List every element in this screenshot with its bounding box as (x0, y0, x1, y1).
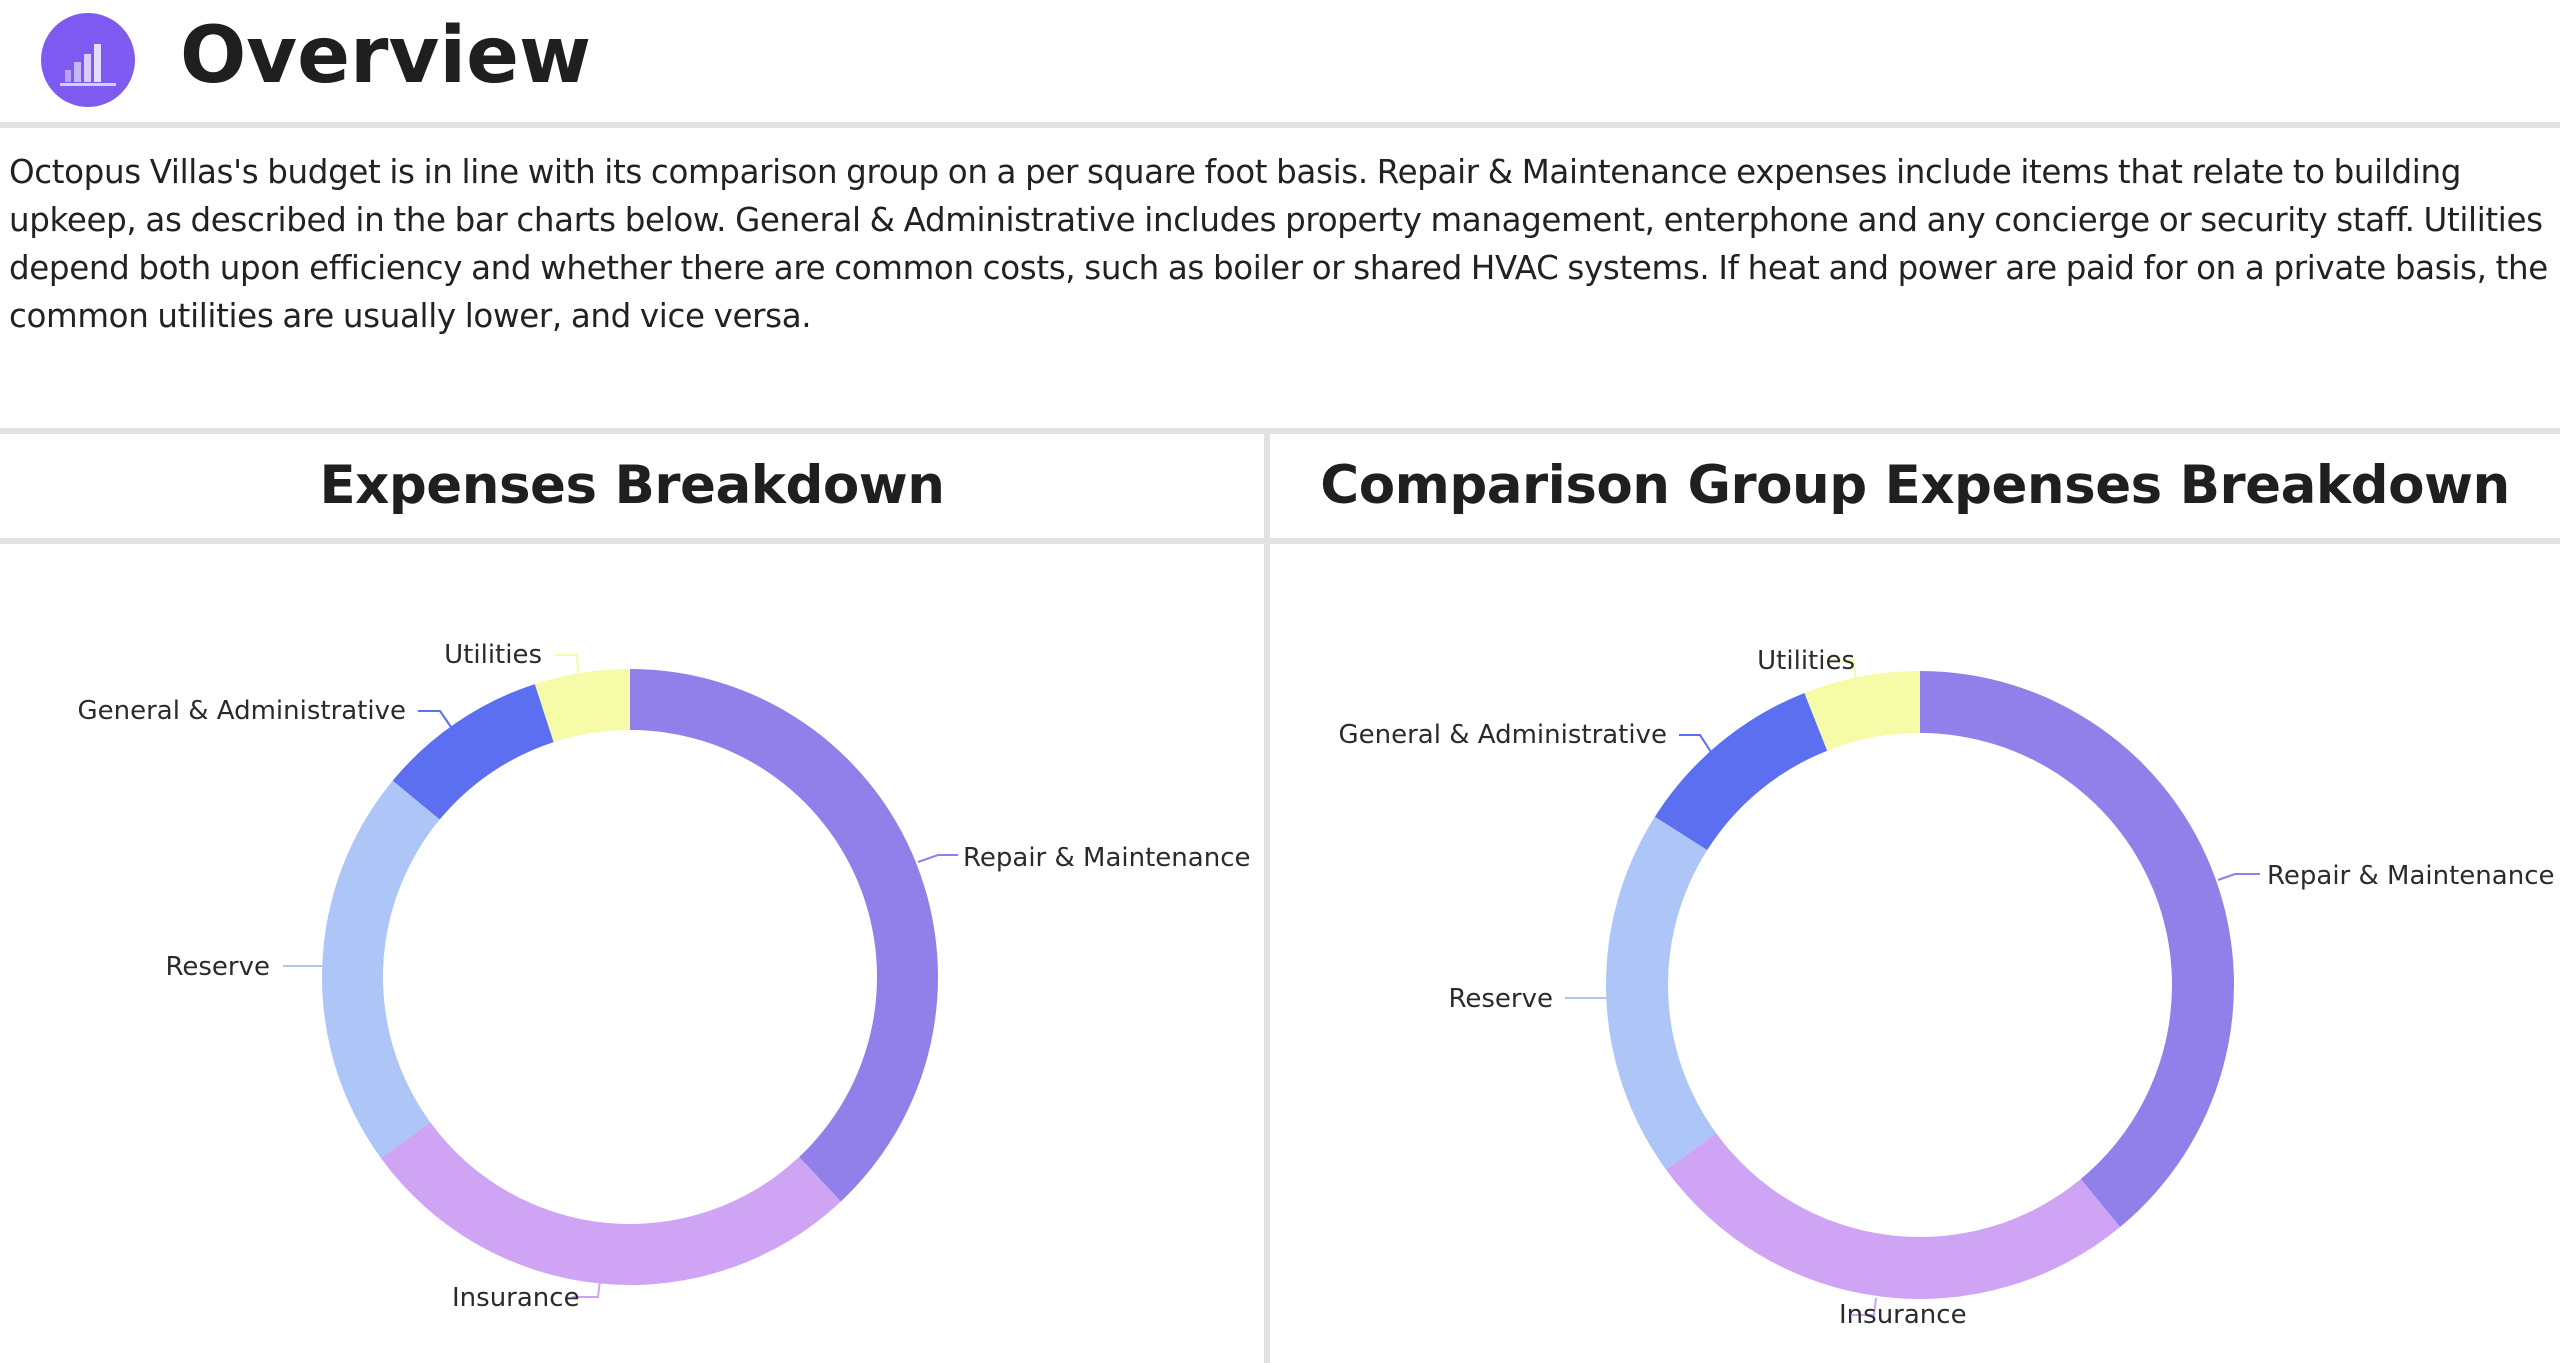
page-header: Overview (0, 0, 2560, 122)
label-general-administrative: General & Administrative (77, 696, 406, 726)
section-divider-top (0, 428, 2560, 434)
panel-title-expenses-breakdown: Expenses Breakdown (319, 455, 945, 516)
leader-line-repair-maintenance (917, 854, 958, 863)
slice-reserve[interactable] (1605, 816, 1717, 1170)
label-repair-maintenance: Repair & Maintenance (963, 843, 1251, 873)
bar-chart-icon (41, 13, 135, 107)
label-insurance: Insurance (1839, 1300, 1967, 1330)
overview-description: Octopus Villas's budget is in line with … (9, 153, 2548, 335)
slice-insurance[interactable] (1665, 1133, 2121, 1300)
slice-utilities[interactable] (534, 669, 630, 743)
slice-insurance[interactable] (380, 1122, 841, 1285)
label-reserve: Reserve (165, 952, 270, 982)
label-general-administrative: General & Administrative (1338, 720, 1667, 750)
label-repair-maintenance: Repair & Maintenance (2267, 861, 2555, 891)
slice-repair-maintenance[interactable] (1920, 671, 2235, 1227)
leader-line-insurance (572, 1279, 601, 1298)
leader-line-utilities (1830, 659, 1857, 684)
charts-area: Repair & Maintenance Insurance Reserve Gene… (77, 640, 2554, 1330)
donut-chart-expenses: Repair & Maintenance Insurance Reserve Gene… (77, 640, 1250, 1313)
label-reserve: Reserve (1448, 984, 1553, 1014)
leader-line-general-administrative (418, 710, 452, 728)
leader-line-utilities (555, 654, 579, 674)
page-title: Overview (180, 11, 592, 101)
leader-line-insurance (1852, 1297, 1877, 1316)
donut-chart-comparison: Repair & Maintenance Insurance Reserve Gene… (1338, 646, 2554, 1330)
header-divider (0, 122, 2560, 128)
slice-repair-maintenance[interactable] (630, 669, 938, 1202)
label-utilities: Utilities (444, 640, 542, 670)
leader-line-repair-maintenance (2217, 873, 2260, 881)
slice-general-administrative[interactable] (1654, 693, 1828, 850)
panel-divider (1264, 434, 1270, 1363)
slice-general-administrative[interactable] (392, 684, 554, 820)
slice-utilities[interactable] (1804, 671, 1920, 751)
slice-reserve[interactable] (322, 780, 440, 1159)
label-utilities: Utilities (1757, 646, 1855, 676)
section-divider-bottom (0, 538, 2560, 544)
label-insurance: Insurance (452, 1283, 580, 1313)
leader-line-general-administrative (1679, 734, 1712, 753)
panel-title-comparison-breakdown: Comparison Group Expenses Breakdown (1320, 455, 2510, 516)
